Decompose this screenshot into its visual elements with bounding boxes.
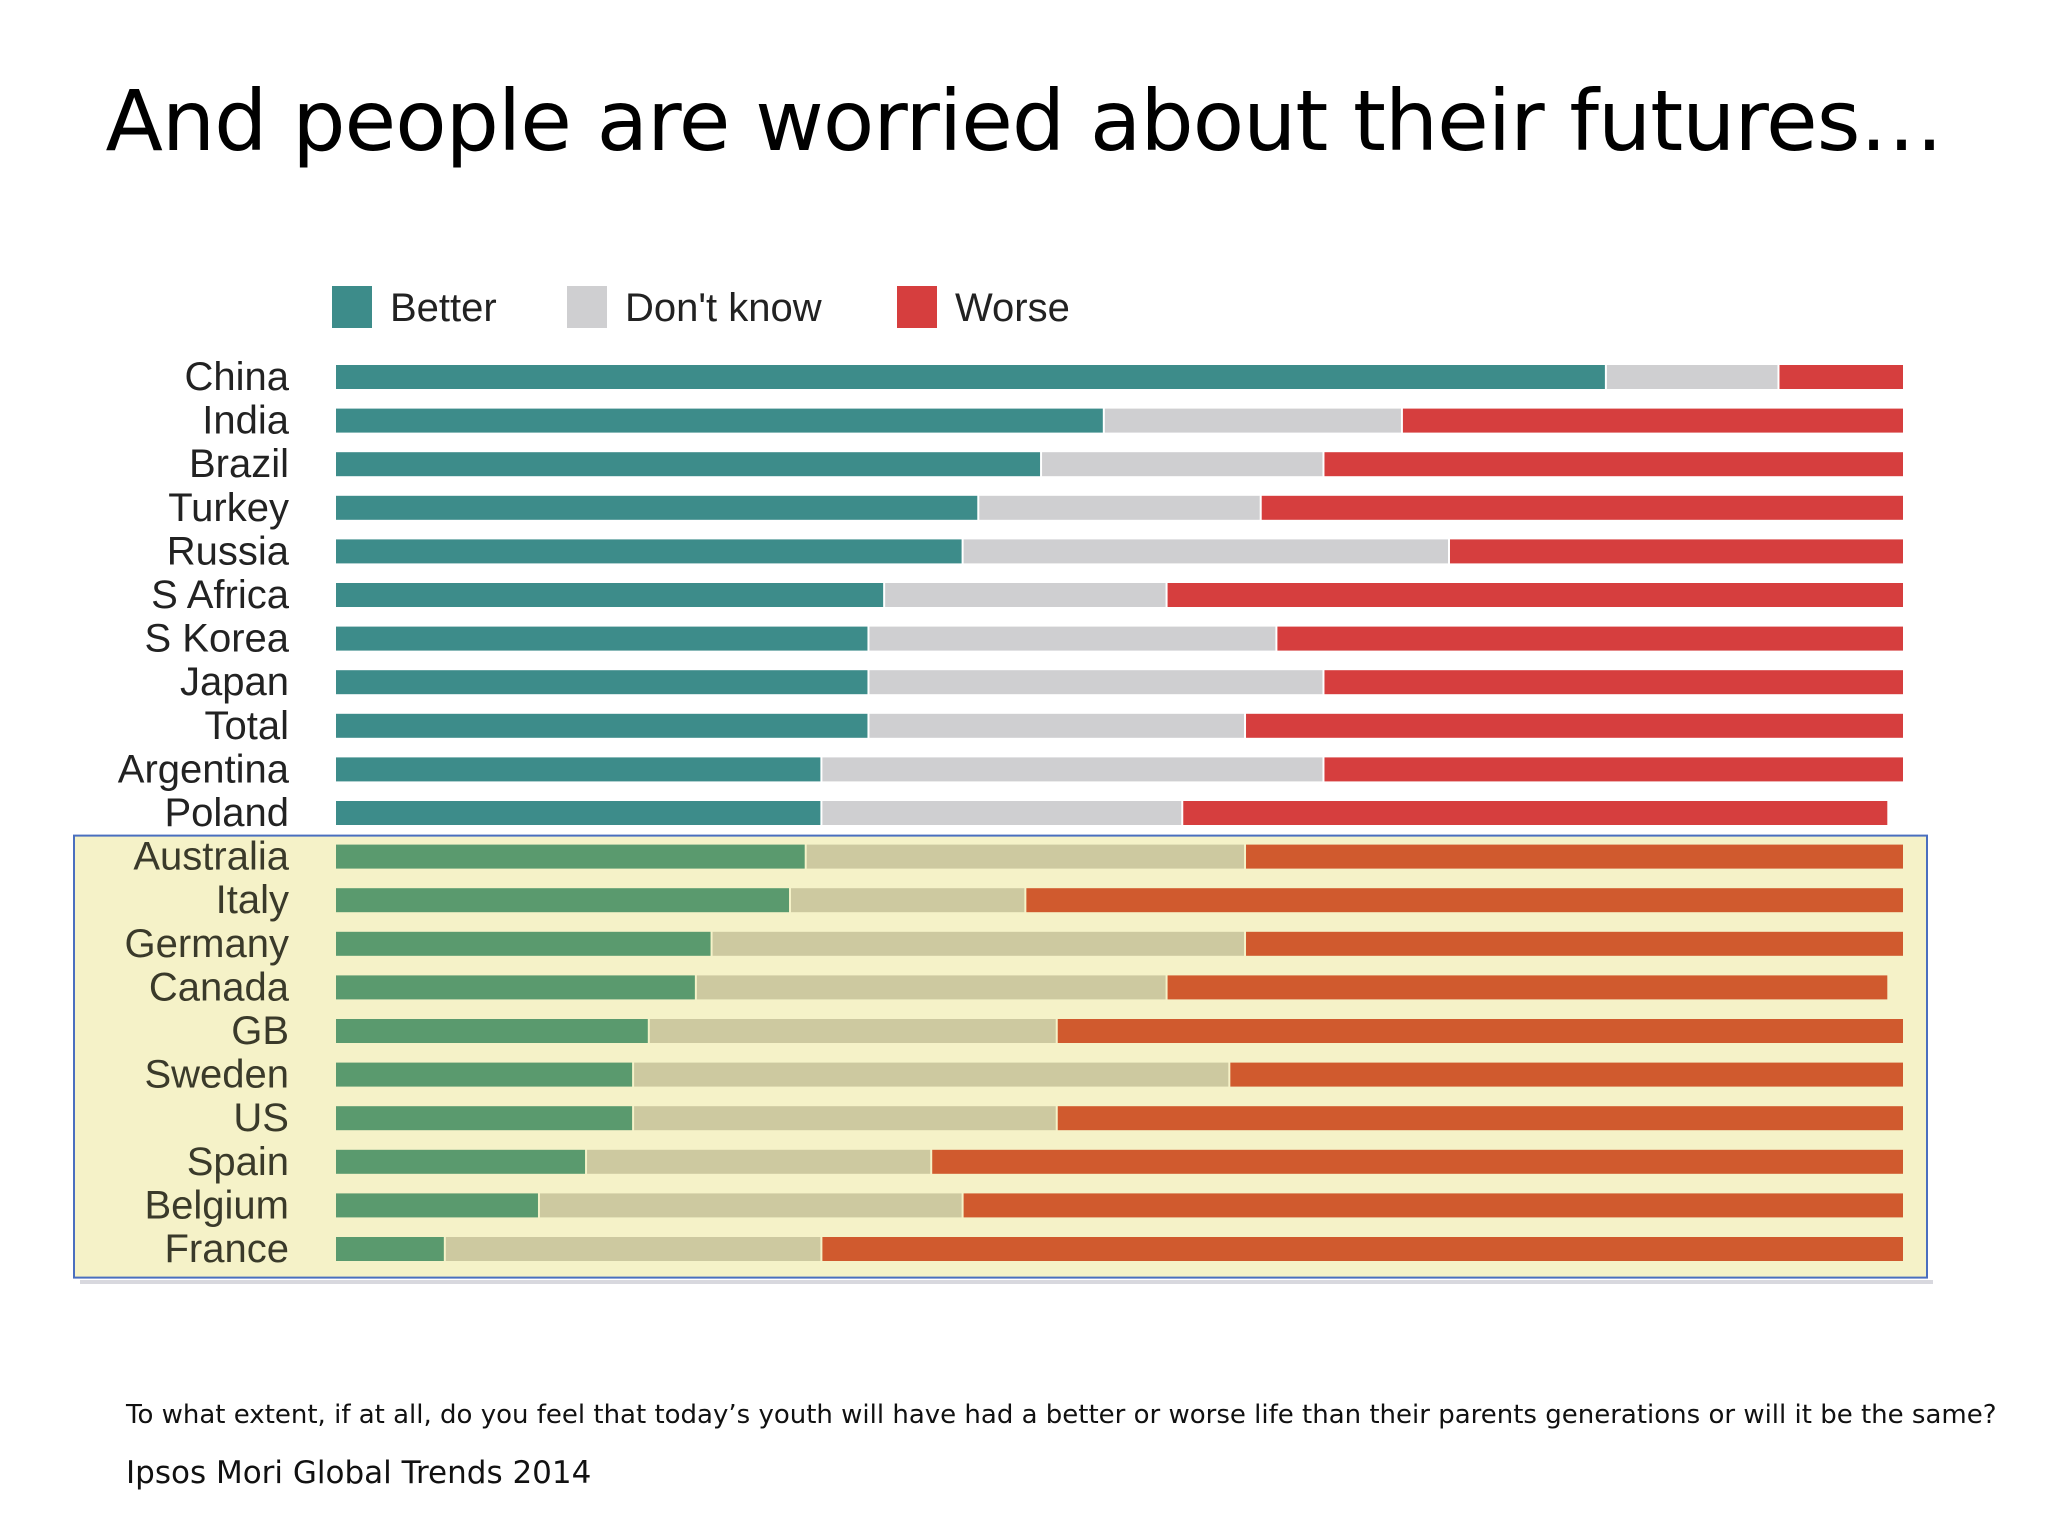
bar-don-t-know-us (634, 1106, 1056, 1131)
stacked-bar-chart: Better Don't know Worse ChinaIndiaBrazilTur… (73, 286, 1933, 1284)
category-label: Italy (216, 878, 289, 922)
bar-better-gb (336, 1019, 648, 1043)
category-label: France (165, 1227, 290, 1271)
survey-question-caption: To what extent, if at all, do you feel t… (126, 1400, 1997, 1430)
category-label: Germany (125, 922, 290, 966)
legend-swatch-2 (897, 286, 937, 328)
bar-don-t-know-italy (791, 888, 1025, 913)
bar-worse-australia (1246, 844, 1903, 869)
legend-swatch-1 (567, 286, 607, 328)
bar-don-t-know-argentina (822, 757, 1323, 782)
bar-better-china (336, 365, 1605, 389)
category-label: Canada (149, 965, 290, 1009)
legend-label-2: Worse (955, 286, 1070, 330)
category-label: Australia (133, 835, 289, 879)
bar-worse-spain (932, 1149, 1903, 1174)
bar-worse-belgium (963, 1193, 1903, 1218)
bar-better-s-africa (336, 583, 884, 607)
bar-worse-india (1402, 408, 1903, 433)
bar-better-sweden (336, 1062, 633, 1087)
bar-don-t-know-turkey (979, 495, 1260, 520)
category-label: India (202, 399, 289, 443)
bar-worse-gb (1057, 1019, 1903, 1043)
source-note: Ipsos Mori Global Trends 2014 (126, 1455, 592, 1491)
bar-better-australia (336, 844, 805, 869)
bar-worse-france (822, 1237, 1903, 1261)
bar-worse-japan (1324, 670, 1903, 695)
bar-worse-germany (1246, 931, 1903, 956)
bar-better-poland (336, 801, 821, 825)
bar-worse-argentina (1324, 757, 1903, 782)
bar-don-t-know-s-africa (885, 583, 1166, 607)
category-label: Belgium (144, 1183, 289, 1227)
bar-don-t-know-germany (712, 931, 1245, 956)
bar-worse-s-africa (1167, 583, 1903, 607)
legend-label-1: Don't know (625, 286, 822, 330)
category-label: Poland (164, 791, 289, 835)
bar-worse-italy (1026, 888, 1903, 913)
legend-swatch-0 (332, 286, 372, 328)
category-label: GB (231, 1009, 289, 1053)
bar-better-france (336, 1237, 444, 1261)
bar-don-t-know-france (445, 1237, 821, 1261)
bar-worse-s-korea (1277, 626, 1903, 651)
legend-label-0: Better (390, 286, 497, 330)
category-label: Russia (167, 529, 290, 573)
bar-don-t-know-brazil (1042, 452, 1323, 477)
category-label: S Africa (151, 573, 290, 617)
slide-title: And people are worried about their futur… (105, 72, 1943, 170)
bar-don-t-know-japan (869, 670, 1323, 695)
category-label: Total (205, 704, 290, 748)
bar-better-argentina (336, 757, 821, 782)
bar-don-t-know-total (869, 713, 1245, 738)
bar-better-us (336, 1106, 633, 1131)
category-label: Argentina (118, 747, 290, 791)
bar-better-spain (336, 1149, 586, 1174)
bar-worse-sweden (1230, 1062, 1903, 1087)
category-label: China (184, 355, 289, 399)
bar-worse-us (1057, 1106, 1903, 1131)
bar-better-belgium (336, 1193, 538, 1218)
bar-better-italy (336, 888, 790, 913)
category-label: Japan (180, 660, 289, 704)
bar-worse-brazil (1324, 452, 1903, 477)
bar-better-turkey (336, 495, 978, 520)
bar-don-t-know-spain (587, 1149, 931, 1174)
category-label: Turkey (168, 486, 289, 530)
bar-don-t-know-sweden (634, 1062, 1229, 1087)
bar-don-t-know-s-korea (869, 626, 1276, 651)
bar-don-t-know-poland (822, 801, 1182, 825)
bar-better-russia (336, 539, 962, 564)
bar-worse-turkey (1261, 495, 1903, 520)
bar-better-germany (336, 931, 711, 956)
category-label: Sweden (144, 1053, 289, 1097)
bar-better-total (336, 713, 868, 738)
bar-don-t-know-gb (649, 1019, 1056, 1043)
category-label: US (233, 1096, 289, 1140)
bar-better-brazil (336, 452, 1041, 477)
bar-don-t-know-russia (963, 539, 1448, 564)
bar-worse-canada (1167, 975, 1888, 1000)
bar-worse-russia (1449, 539, 1903, 564)
highlight-shadow (80, 1280, 1933, 1284)
category-label: Brazil (189, 442, 289, 486)
bar-better-india (336, 408, 1103, 433)
bar-don-t-know-canada (696, 975, 1166, 1000)
bar-worse-poland (1183, 801, 1888, 825)
category-label: S Korea (144, 617, 289, 661)
bar-don-t-know-belgium (539, 1193, 962, 1218)
bar-don-t-know-china (1606, 365, 1778, 389)
bar-better-canada (336, 975, 695, 1000)
bar-don-t-know-australia (806, 844, 1245, 869)
bar-worse-total (1246, 713, 1903, 738)
bar-better-japan (336, 670, 868, 695)
bar-don-t-know-india (1104, 408, 1401, 433)
bar-worse-china (1779, 365, 1903, 389)
bar-better-s-korea (336, 626, 868, 651)
category-label: Spain (187, 1140, 289, 1184)
